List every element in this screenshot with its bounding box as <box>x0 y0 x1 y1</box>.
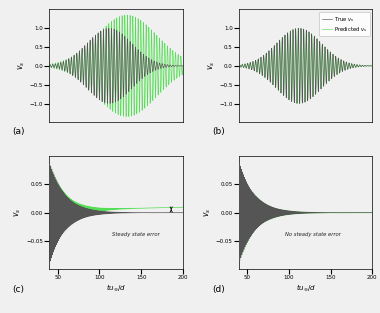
Text: (d): (d) <box>212 285 225 294</box>
Predicted $v_s$ <box>237 64 241 68</box>
Predicted $v_s$ <box>296 26 301 30</box>
True $v_s$ <box>370 64 375 68</box>
Predicted $v_s$ <box>366 64 370 68</box>
Predicted $v_s$ <box>293 61 297 65</box>
Predicted $v_s$ <box>370 64 375 68</box>
Y-axis label: $v_s$: $v_s$ <box>16 61 27 70</box>
Text: (c): (c) <box>12 285 24 294</box>
Line: True $v_s$: True $v_s$ <box>239 28 372 104</box>
Predicted $v_s$ <box>300 100 305 104</box>
Y-axis label: $v_s$: $v_s$ <box>13 208 24 217</box>
True $v_s$ <box>293 63 297 67</box>
True $v_s$ <box>294 43 298 47</box>
True $v_s$ <box>300 100 305 104</box>
Text: (b): (b) <box>212 127 225 136</box>
True $v_s$ <box>359 64 364 68</box>
Legend: True $v_s$, Predicted $v_s$: True $v_s$, Predicted $v_s$ <box>319 12 370 36</box>
Line: Predicted $v_s$: Predicted $v_s$ <box>239 28 372 104</box>
Predicted $v_s$ <box>298 102 302 105</box>
X-axis label: $tu_{\infty}/d$: $tu_{\infty}/d$ <box>296 282 316 293</box>
X-axis label: $tu_{\infty}/d$: $tu_{\infty}/d$ <box>106 282 126 293</box>
True $v_s$ <box>237 64 241 68</box>
Text: No steady state error: No steady state error <box>285 233 341 238</box>
Text: Steady state error: Steady state error <box>112 233 160 238</box>
Predicted $v_s$ <box>294 44 298 48</box>
Predicted $v_s$ <box>334 56 338 60</box>
Y-axis label: $v_s$: $v_s$ <box>203 208 213 217</box>
Y-axis label: $v_s$: $v_s$ <box>206 61 217 70</box>
Predicted $v_s$ <box>359 64 364 68</box>
True $v_s$ <box>366 64 370 68</box>
True $v_s$ <box>296 26 301 30</box>
Text: (a): (a) <box>12 127 25 136</box>
True $v_s$ <box>298 102 302 105</box>
True $v_s$ <box>334 56 338 60</box>
